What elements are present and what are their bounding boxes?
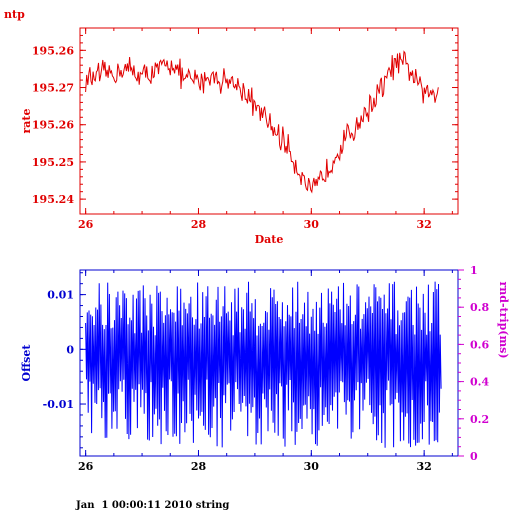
rate-y-tick-label: 195.26 xyxy=(32,44,74,57)
rate-chart: 26 28 30 32 195.24195.25195.26195.27195.26 … xyxy=(20,27,459,246)
rate-y-tick-label: 195.24 xyxy=(32,193,74,206)
offset-x-tick-label: 26 xyxy=(78,460,94,473)
rate-y-tick-label: 195.25 xyxy=(32,156,74,169)
rate-series-line xyxy=(85,50,439,194)
rndtrip-y-tick-label: 0.8 xyxy=(470,301,489,314)
rate-y-axis-label: rate xyxy=(20,108,33,133)
offset-y-axis-label: Offset xyxy=(20,344,33,382)
offset-x-tick-label: 32 xyxy=(416,460,431,473)
offset-chart: 26 28 30 32 -0.01 0 0.01 0 0.2 0.4 0.6 0.8 1 Offse… xyxy=(20,264,510,473)
rate-y-tick-label: 195.26 xyxy=(32,119,74,132)
rate-y-tick-label: 195.27 xyxy=(32,82,74,95)
rate-x-tick-label: 26 xyxy=(78,218,94,231)
rndtrip-y-axis-label: rnd-trip(ms) xyxy=(497,281,510,358)
offset-y-tick-label: 0.01 xyxy=(47,289,74,302)
rate-chart-frame xyxy=(79,27,459,215)
rate-x-axis-label: Date xyxy=(255,233,284,246)
rndtrip-y-tick-label: 0 xyxy=(470,450,478,463)
offset-x-tick-label: 28 xyxy=(191,460,207,473)
offset-y-tick-label: -0.01 xyxy=(43,398,74,411)
rndtrip-y-tick-label: 1 xyxy=(470,264,478,277)
rndtrip-y-tick-label: 0.4 xyxy=(470,376,489,389)
offset-x-tick-label: 30 xyxy=(304,460,320,473)
offset-y-tick-label: 0 xyxy=(66,343,74,356)
rndtrip-y-tick-label: 0.2 xyxy=(470,413,489,426)
rate-x-tick-label: 28 xyxy=(191,218,207,231)
rndtrip-y-tick-label: 0.6 xyxy=(470,338,489,351)
offset-series-line xyxy=(85,281,442,448)
rate-x-tick-label: 32 xyxy=(416,218,431,231)
corner-label: ntp xyxy=(4,8,25,21)
rate-x-tick-label: 30 xyxy=(304,218,320,231)
footer-timestamp: Jan 1 00:00:11 2010 string xyxy=(75,500,229,511)
